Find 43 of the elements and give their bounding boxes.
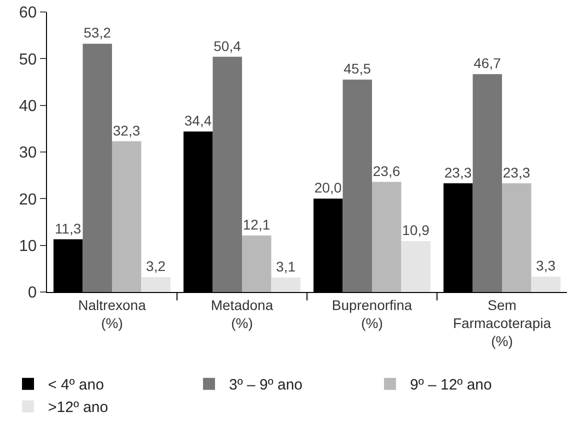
bar xyxy=(242,236,272,292)
data-label: 32,3 xyxy=(112,122,140,138)
data-label: 45,5 xyxy=(344,60,372,77)
bar xyxy=(372,182,402,292)
data-label: 34,4 xyxy=(184,112,212,128)
y-tick-label: 20 xyxy=(19,191,37,208)
bar xyxy=(531,276,560,292)
bar xyxy=(502,183,532,292)
data-label: 23,3 xyxy=(502,164,530,180)
data-label: 23,3 xyxy=(444,164,472,180)
data-label: 12,1 xyxy=(242,216,270,233)
data-label: 11,3 xyxy=(54,220,82,236)
data-label: 3,2 xyxy=(146,258,166,274)
legend-label: 9º – 12º ano xyxy=(410,376,492,394)
y-tick-label: 10 xyxy=(19,238,37,255)
x-tick-label: Naltrexona (%) xyxy=(78,296,146,331)
y-tick-label: 0 xyxy=(28,284,37,302)
data-label: 53,2 xyxy=(84,24,112,41)
bar xyxy=(472,74,502,292)
bar xyxy=(82,44,112,292)
data-label: 46,7 xyxy=(474,55,502,72)
legend-label: < 4º ano xyxy=(48,376,104,394)
bar xyxy=(401,241,430,292)
y-tick-label: 50 xyxy=(19,51,37,68)
data-label: 10,9 xyxy=(402,222,430,238)
bar xyxy=(212,56,242,292)
bar xyxy=(271,278,300,292)
y-tick-label: 40 xyxy=(19,98,37,115)
bar xyxy=(112,141,142,292)
bar xyxy=(141,277,170,292)
legend-label: >12º ano xyxy=(48,399,108,416)
y-tick-label: 60 xyxy=(19,4,37,22)
data-label: 3,1 xyxy=(276,258,296,275)
legend-label: 3º – 9º ano xyxy=(229,376,303,394)
data-label: 23,6 xyxy=(372,162,400,179)
data-label: 3,3 xyxy=(536,258,556,274)
y-tick-label: 30 xyxy=(19,144,37,162)
bar xyxy=(342,80,372,292)
x-tick-label: Sem Farmacoterapia (%) xyxy=(452,296,552,350)
data-label: 50,4 xyxy=(214,38,242,54)
x-tick-label: Metadona (%) xyxy=(210,296,274,331)
data-label: 20,0 xyxy=(314,180,342,196)
x-tick-label: Buprenorfina (%) xyxy=(332,296,412,331)
